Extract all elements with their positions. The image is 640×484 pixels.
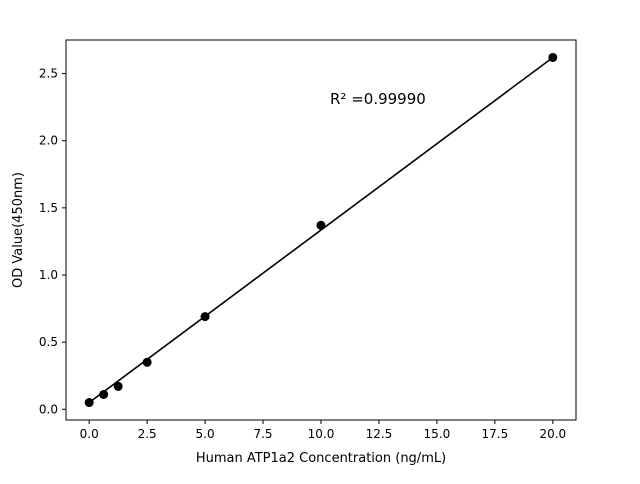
y-tick-label: 2.5 <box>39 67 58 81</box>
x-tick-label: 12.5 <box>366 427 393 441</box>
data-point <box>99 389 109 399</box>
x-tick-label: 0.0 <box>80 427 99 441</box>
fit-line <box>88 56 554 404</box>
x-tick-label: 20.0 <box>539 427 566 441</box>
data-point <box>316 220 326 230</box>
y-tick-label: 0.5 <box>39 335 58 349</box>
data-point <box>142 357 152 367</box>
y-tick-label: 0.0 <box>39 402 58 416</box>
data-point <box>548 52 558 62</box>
r-squared-annotation: R² =0.99990 <box>330 90 426 108</box>
x-tick-label: 15.0 <box>424 427 451 441</box>
x-tick-label: 5.0 <box>196 427 215 441</box>
x-tick-label: 10.0 <box>308 427 335 441</box>
x-tick-label: 17.5 <box>482 427 509 441</box>
x-axis-label: Human ATP1a2 Concentration (ng/mL) <box>196 451 446 466</box>
data-point <box>84 398 94 408</box>
x-tick-label: 2.5 <box>138 427 157 441</box>
x-tick-label: 7.5 <box>253 427 272 441</box>
data-point <box>113 381 123 391</box>
chart-generated-content: 0.0 2.5 5.0 7.5 10.0 12.5 15.0 17.5 20.0 0.0 0.5 1.… <box>39 52 566 441</box>
data-point <box>200 312 210 322</box>
y-tick-label: 2.0 <box>39 134 58 148</box>
y-tick-label: 1.0 <box>39 268 58 282</box>
y-axis-label: OD Value(450nm) <box>11 172 26 288</box>
y-tick-label: 1.5 <box>39 201 58 215</box>
